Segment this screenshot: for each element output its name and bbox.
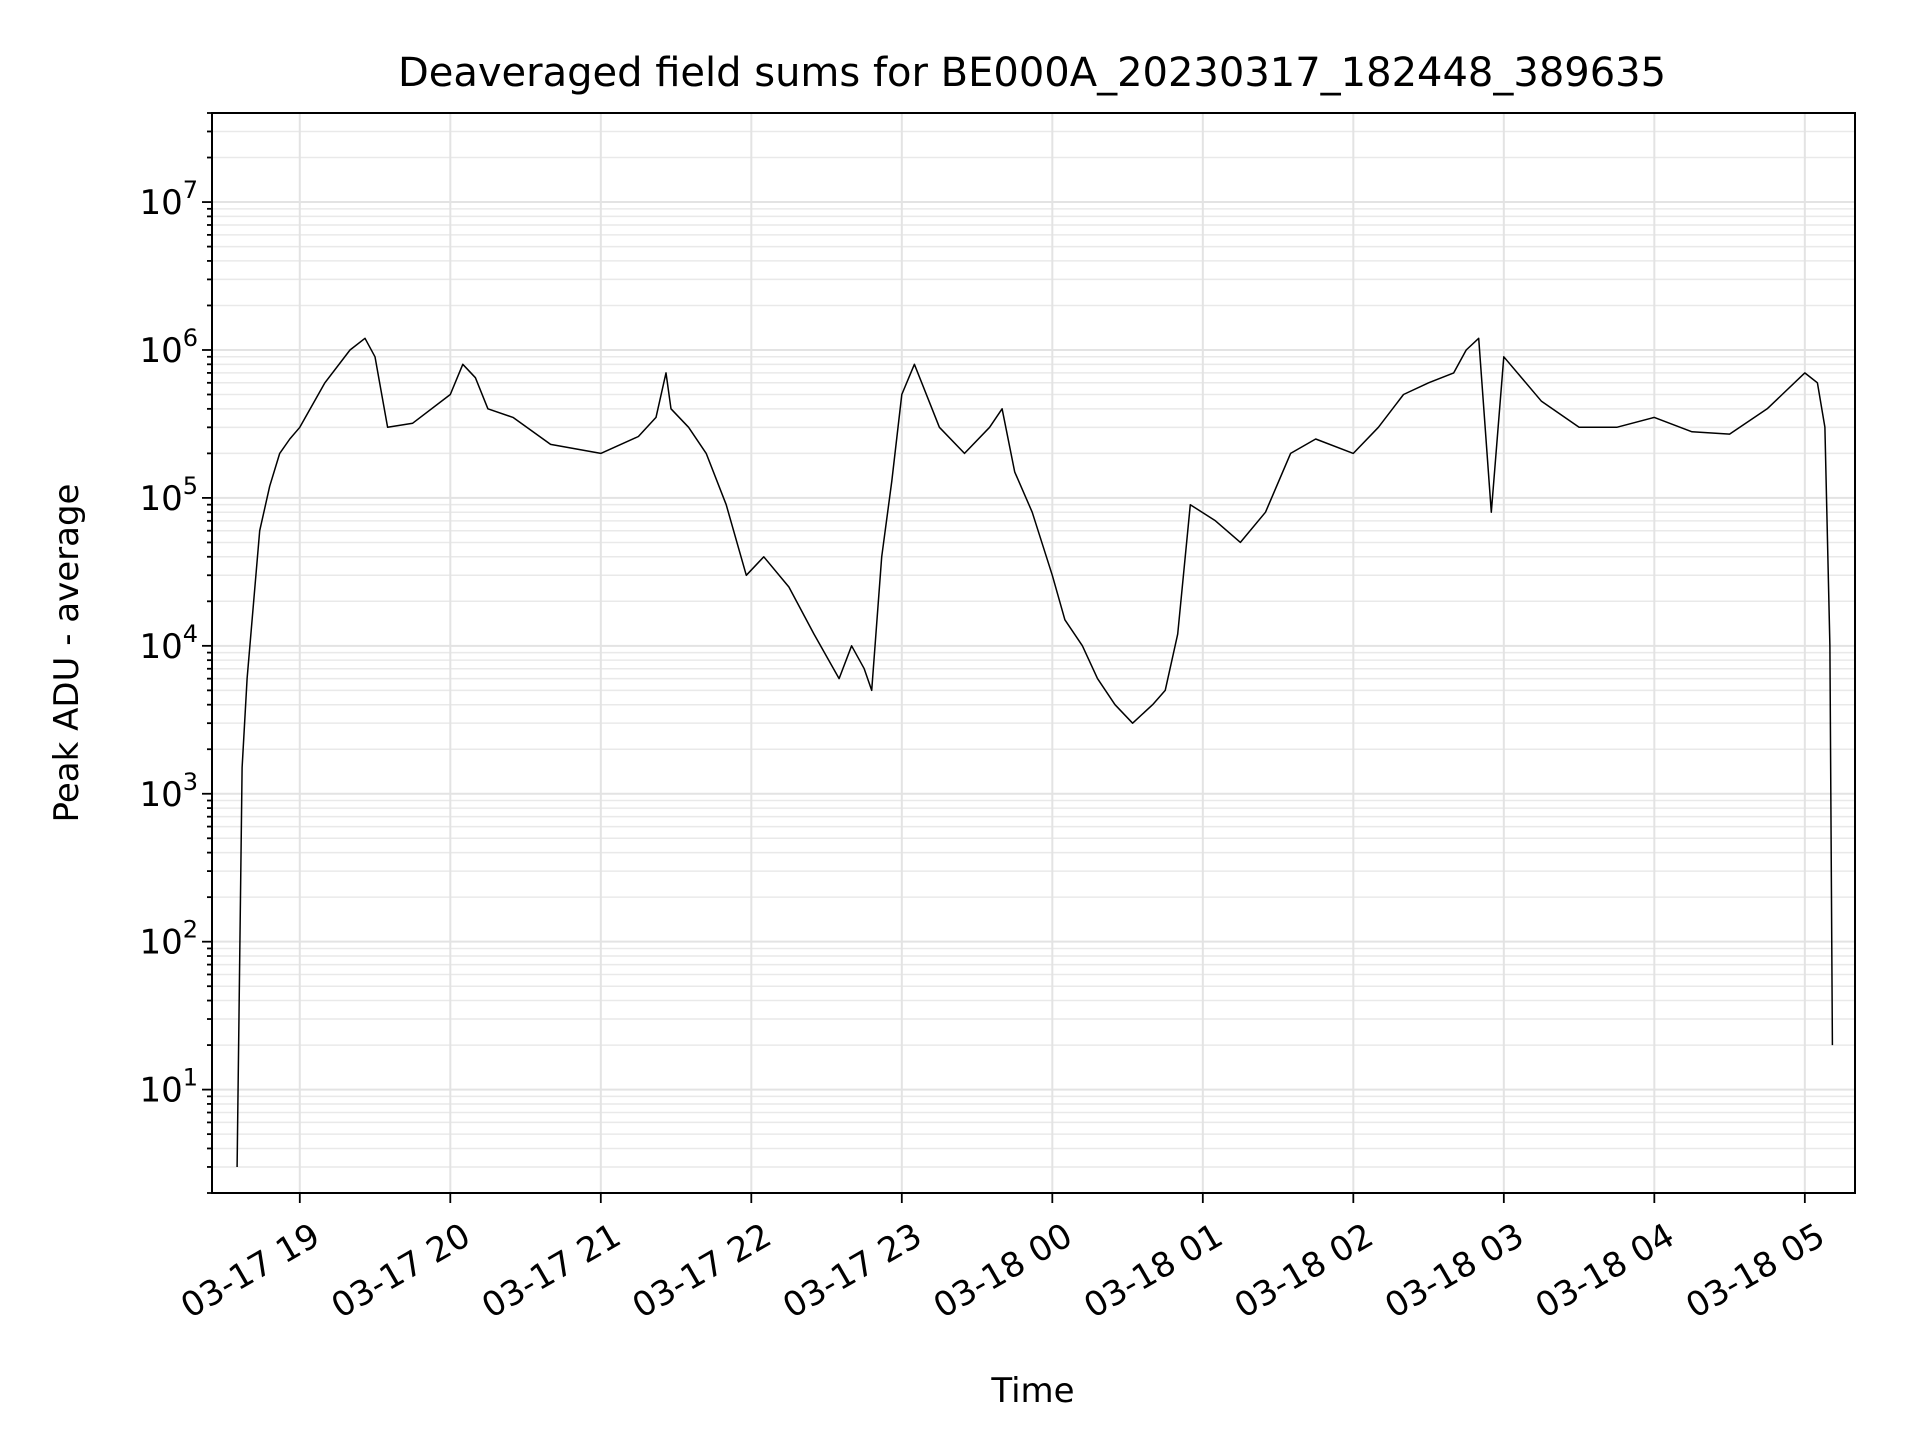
x-tick-label: 03-18 00 [927, 1216, 1079, 1327]
y-tick-label: 101 [139, 1064, 198, 1111]
y-tick-base: 10 [139, 331, 182, 371]
x-tick-label: 03-18 01 [1077, 1216, 1229, 1327]
x-tick-label: 03-17 23 [776, 1216, 928, 1327]
y-tick-base: 10 [139, 1071, 182, 1111]
y-axis-label: Peak ADU - average [47, 484, 87, 823]
x-tick-label: 03-17 19 [174, 1216, 326, 1327]
y-tick-label: 107 [139, 176, 198, 223]
y-tick-base: 10 [139, 627, 182, 667]
y-tick-label: 106 [139, 324, 198, 371]
y-tick-base: 10 [139, 923, 182, 963]
series-layer [236, 337, 1834, 1168]
y-tick-exponent: 4 [183, 620, 198, 648]
y-tick-label: 103 [139, 768, 198, 815]
x-tick-label: 03-18 03 [1378, 1216, 1530, 1327]
x-tick-label: 03-17 20 [325, 1216, 477, 1327]
y-tick-label: 105 [139, 472, 198, 519]
x-tick-label: 03-17 22 [626, 1216, 778, 1327]
series-line [236, 337, 1834, 1168]
y-tick-exponent: 7 [183, 176, 198, 204]
x-tick-label: 03-18 04 [1529, 1216, 1681, 1327]
chart-title: Deaveraged field sums for BE000A_2023031… [398, 50, 1666, 96]
x-tick-label: 03-18 05 [1679, 1216, 1831, 1327]
y-tick-label: 102 [139, 916, 198, 963]
x-tick-label: 03-17 21 [475, 1216, 627, 1327]
x-axis-label: Time [990, 1371, 1074, 1411]
y-tick-base: 10 [139, 479, 182, 519]
y-tick-exponent: 3 [183, 768, 198, 796]
y-tick-base: 10 [139, 775, 182, 815]
y-tick-exponent: 6 [183, 324, 198, 352]
grid [212, 112, 1855, 1194]
y-tick-exponent: 5 [183, 472, 198, 500]
y-tick-exponent: 2 [183, 916, 198, 944]
y-tick-exponent: 1 [183, 1064, 198, 1092]
x-tick-label: 03-18 02 [1228, 1216, 1380, 1327]
y-tick-label: 104 [139, 620, 198, 667]
y-tick-base: 10 [139, 183, 182, 223]
